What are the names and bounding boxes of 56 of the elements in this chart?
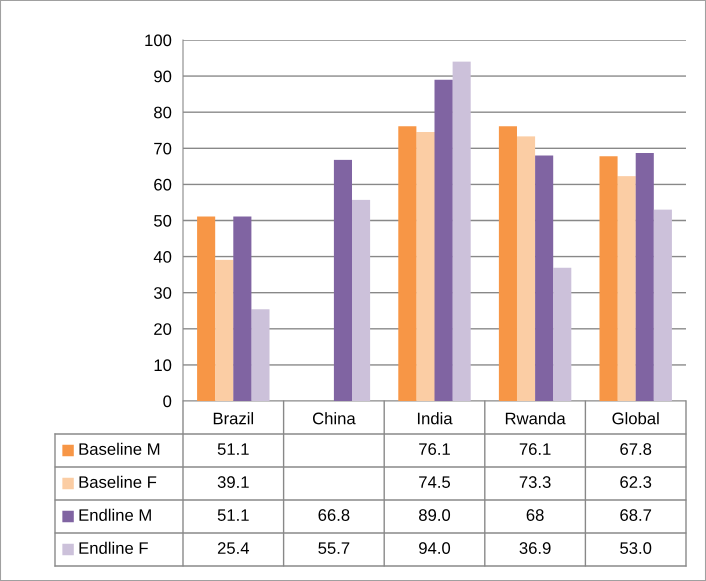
y-tick-label: 80 xyxy=(154,106,172,118)
y-tick-label: 20 xyxy=(154,323,172,336)
x-tick-label: Rwanda xyxy=(506,412,566,424)
y-tick-label: 10 xyxy=(154,359,172,372)
data-label: 55.7 xyxy=(318,542,350,554)
data-label: 66.8 xyxy=(318,509,350,521)
data-label: 39.1 xyxy=(218,476,249,488)
bar xyxy=(553,268,572,401)
bar xyxy=(197,216,216,401)
legend-label: Endline F xyxy=(80,542,148,554)
y-tick-label: 50 xyxy=(154,214,172,227)
bar xyxy=(434,80,453,401)
bar xyxy=(452,62,471,401)
bar xyxy=(636,152,654,401)
bar xyxy=(535,156,554,401)
data-label: 89.0 xyxy=(419,509,450,521)
legend-label: Baseline M xyxy=(80,442,160,455)
bar xyxy=(618,176,636,401)
y-tick-label: 70 xyxy=(154,142,172,155)
data-label: 68 xyxy=(526,509,544,521)
y-tick-label: 0 xyxy=(163,395,172,408)
x-tick-label: India xyxy=(418,412,453,424)
bar xyxy=(233,216,252,401)
bar xyxy=(416,132,434,401)
data-label: 94.0 xyxy=(419,542,450,554)
y-tick-label: 30 xyxy=(154,287,172,299)
y-tick-label: 60 xyxy=(154,178,172,191)
data-label: 73.3 xyxy=(520,476,551,488)
x-tick-label: Global xyxy=(612,412,659,424)
data-label: 51.1 xyxy=(218,443,249,455)
y-tick-label: 100 xyxy=(145,34,172,46)
data-label: 74.5 xyxy=(419,476,450,488)
bar xyxy=(251,309,270,401)
data-label: 25.4 xyxy=(218,542,250,554)
data-label: 62.3 xyxy=(620,476,652,488)
data-label: 76.1 xyxy=(520,443,551,455)
data-label: 67.8 xyxy=(620,443,652,455)
bar xyxy=(215,260,234,401)
bar xyxy=(352,200,370,401)
legend-label: Endline M xyxy=(80,508,151,521)
y-tick-label: 40 xyxy=(154,251,172,263)
legend-label: Baseline F xyxy=(80,476,156,488)
data-label: 76.1 xyxy=(419,443,450,455)
x-tick-label: China xyxy=(312,412,356,424)
bar xyxy=(516,136,536,401)
data-label: 68.7 xyxy=(620,509,652,521)
data-label: 51.1 xyxy=(218,509,249,521)
bar xyxy=(498,126,517,401)
bar xyxy=(334,160,352,401)
data-label: 36.9 xyxy=(520,542,551,554)
y-tick-label: 90 xyxy=(154,70,172,82)
bar xyxy=(654,210,672,401)
data-label: 53.0 xyxy=(620,542,652,554)
bar xyxy=(599,156,618,401)
bar xyxy=(398,126,416,401)
x-tick-label: Brazil xyxy=(214,412,254,424)
